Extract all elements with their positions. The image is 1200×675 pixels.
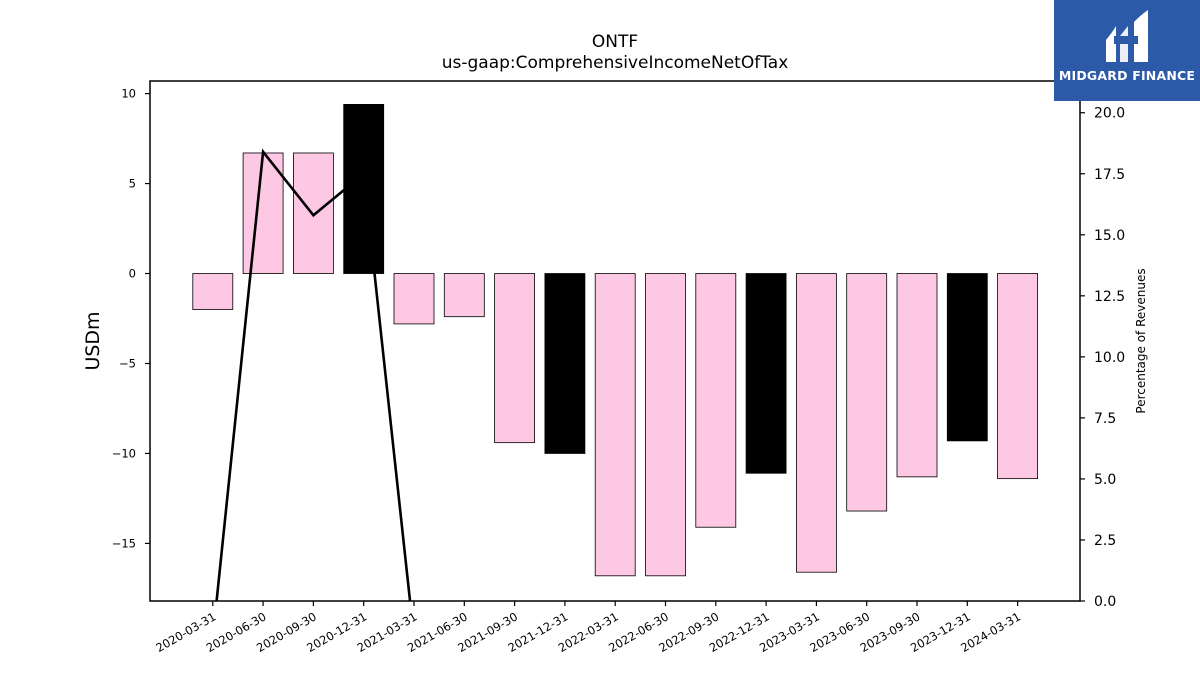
y-tick-label: 5 (129, 177, 136, 191)
bar-2024-03-31 (997, 273, 1038, 480)
bar-2021-06-30 (443, 273, 485, 318)
chart-subtitle: us-gaap:ComprehensiveIncomeNetOfTax (441, 53, 789, 73)
bar-2021-03-31 (393, 273, 435, 325)
logo-text: MIDGARD FINANCE (1058, 68, 1196, 83)
y2-tick-label: 15.0 (1094, 228, 1125, 244)
y-tick-label: 0 (129, 267, 136, 281)
line-group (215, 148, 412, 601)
bar-2020-03-31 (192, 273, 234, 310)
bar-2022-06-30 (645, 273, 686, 577)
y2-tick-label: 12.5 (1094, 289, 1125, 305)
bar-2023-03-31 (796, 273, 837, 573)
y2-tick-label: 0.0 (1094, 594, 1116, 610)
y-tick-label: 10 (121, 87, 136, 101)
y-tick-label: −10 (112, 446, 136, 460)
bar-2023-06-30 (846, 273, 888, 512)
chart-title: ONTF (591, 32, 639, 52)
brand-logo: MIDGARD FINANCE (1054, 0, 1200, 101)
bar-2020-12-31 (343, 103, 385, 274)
bar-2023-09-30 (896, 273, 938, 478)
bar-2022-09-30 (695, 273, 737, 528)
y2-tick-label: 20.0 (1094, 106, 1125, 122)
y2-tick-label: 5.0 (1094, 472, 1116, 488)
bars-group (192, 103, 1038, 577)
logo-mark-icon (1106, 10, 1148, 62)
bar-2023-12-31 (946, 273, 988, 442)
y2-axis-label: Percentage of Revenues (1134, 268, 1148, 413)
bar-2021-12-31 (544, 273, 586, 454)
y2-tick-label: 2.5 (1094, 533, 1116, 549)
y2-tick-label: 7.5 (1094, 411, 1116, 427)
y2-tick-label: 17.5 (1094, 167, 1125, 183)
y2-tick-label: 10.0 (1094, 350, 1125, 366)
y-tick-label: −15 (112, 536, 136, 550)
y-tick-label: −5 (119, 356, 136, 370)
bar-2021-09-30 (494, 273, 536, 444)
series-line (215, 148, 412, 601)
y-axis-label: USDm (82, 311, 104, 370)
bar-2022-03-31 (594, 273, 636, 577)
bar-2022-12-31 (745, 273, 787, 474)
bar-2020-06-30 (242, 152, 284, 274)
